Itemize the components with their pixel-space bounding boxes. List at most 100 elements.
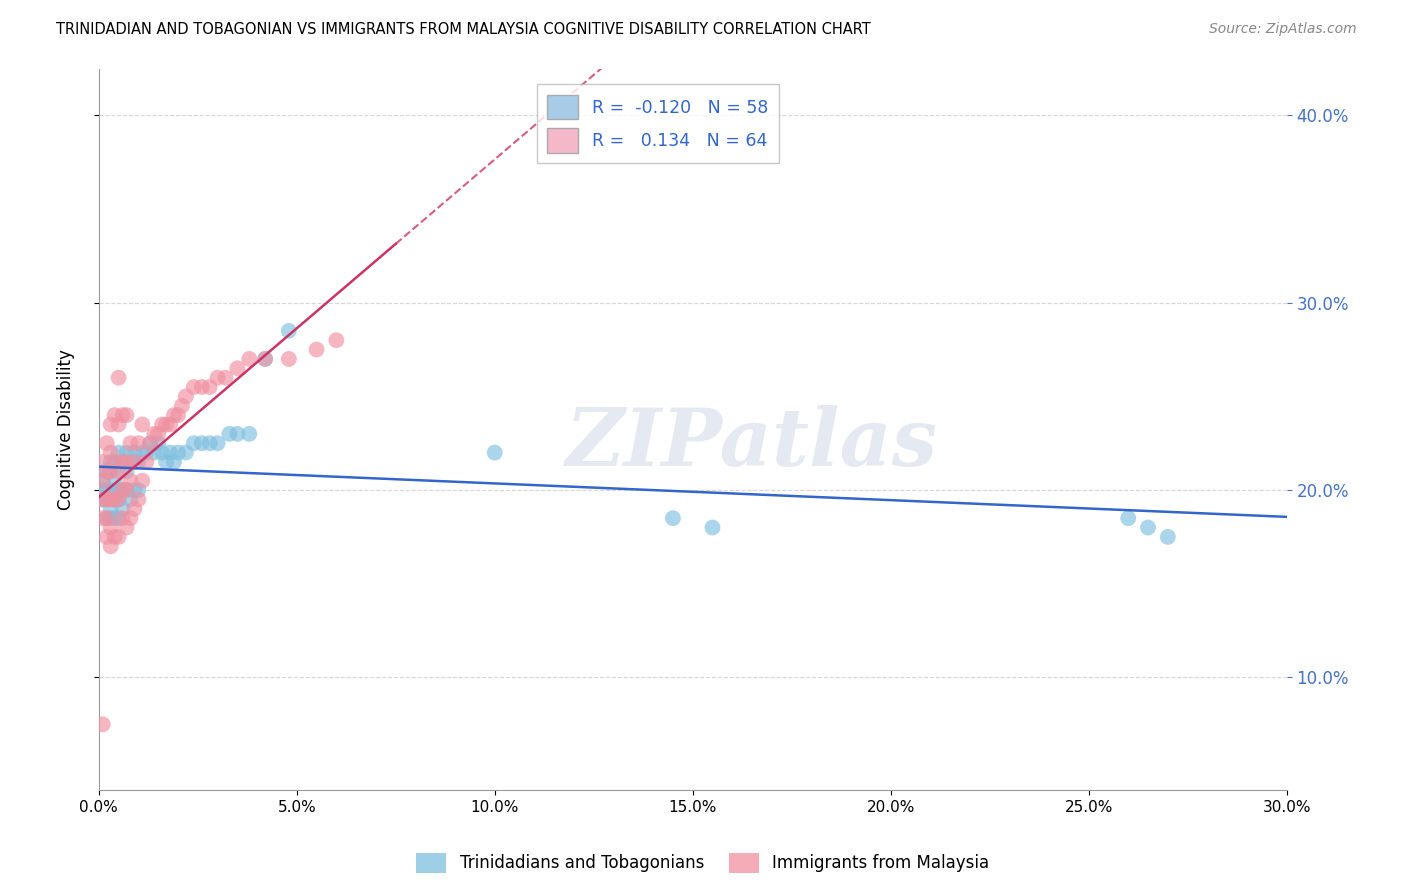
Point [96, 436, 118, 450]
Point [115, 483, 138, 497]
Point [163, 455, 186, 469]
Point [183, 380, 205, 394]
Point [484, 445, 506, 459]
Point [104, 511, 127, 525]
Point [96, 483, 118, 497]
Point [702, 520, 724, 534]
Point [100, 417, 122, 432]
Point [198, 436, 221, 450]
Point [155, 455, 177, 469]
Point [170, 399, 193, 413]
Point [148, 426, 170, 441]
Point [131, 417, 153, 432]
Point [107, 417, 129, 432]
Point [167, 408, 190, 422]
Point [104, 408, 127, 422]
Point [131, 445, 153, 459]
Point [91, 492, 114, 507]
Point [127, 455, 149, 469]
Point [218, 426, 240, 441]
Point [238, 426, 260, 441]
Legend: Trinidadians and Tobagonians, Immigrants from Malaysia: Trinidadians and Tobagonians, Immigrants… [409, 847, 997, 880]
Point [277, 351, 299, 366]
Point [107, 464, 129, 478]
Point [100, 511, 122, 525]
Point [143, 426, 166, 441]
Point [150, 417, 173, 432]
Point [104, 492, 127, 507]
Point [127, 436, 149, 450]
Point [107, 530, 129, 544]
Point [198, 380, 221, 394]
Y-axis label: Cognitive Disability: Cognitive Disability [58, 349, 75, 509]
Point [96, 511, 118, 525]
Point [115, 483, 138, 497]
Point [96, 530, 118, 544]
Point [207, 436, 229, 450]
Point [115, 408, 138, 422]
Point [107, 370, 129, 384]
Point [96, 492, 118, 507]
Point [207, 370, 229, 384]
Point [127, 483, 149, 497]
Point [155, 417, 177, 432]
Point [111, 501, 134, 516]
Point [115, 445, 138, 459]
Point [100, 520, 122, 534]
Point [214, 370, 236, 384]
Point [159, 445, 181, 459]
Point [96, 511, 118, 525]
Point [104, 492, 127, 507]
Point [325, 333, 347, 347]
Point [662, 511, 685, 525]
Point [127, 492, 149, 507]
Point [91, 492, 114, 507]
Point [91, 474, 114, 488]
Legend: R =  -0.120   N = 58, R =   0.134   N = 64: R = -0.120 N = 58, R = 0.134 N = 64 [537, 85, 779, 163]
Point [124, 445, 146, 459]
Point [148, 436, 170, 450]
Point [111, 511, 134, 525]
Text: Source: ZipAtlas.com: Source: ZipAtlas.com [1209, 22, 1357, 37]
Point [107, 492, 129, 507]
Point [174, 445, 197, 459]
Point [167, 445, 190, 459]
Point [120, 436, 142, 450]
Point [96, 464, 118, 478]
Point [120, 511, 142, 525]
Point [174, 389, 197, 403]
Point [143, 445, 166, 459]
Point [91, 717, 114, 731]
Point [100, 483, 122, 497]
Point [107, 492, 129, 507]
Point [120, 492, 142, 507]
Point [91, 483, 114, 497]
Point [107, 445, 129, 459]
Point [150, 445, 173, 459]
Point [139, 436, 162, 450]
Point [226, 361, 249, 376]
Point [1137, 520, 1160, 534]
Point [120, 474, 142, 488]
Point [159, 417, 181, 432]
Point [183, 436, 205, 450]
Point [100, 464, 122, 478]
Point [100, 501, 122, 516]
Point [124, 455, 146, 469]
Point [100, 445, 122, 459]
Point [91, 455, 114, 469]
Point [104, 455, 127, 469]
Point [163, 408, 186, 422]
Point [91, 511, 114, 525]
Point [277, 324, 299, 338]
Point [124, 483, 146, 497]
Point [96, 464, 118, 478]
Point [111, 483, 134, 497]
Point [238, 351, 260, 366]
Point [190, 380, 212, 394]
Point [135, 445, 157, 459]
Point [100, 464, 122, 478]
Point [100, 492, 122, 507]
Point [111, 408, 134, 422]
Point [226, 426, 249, 441]
